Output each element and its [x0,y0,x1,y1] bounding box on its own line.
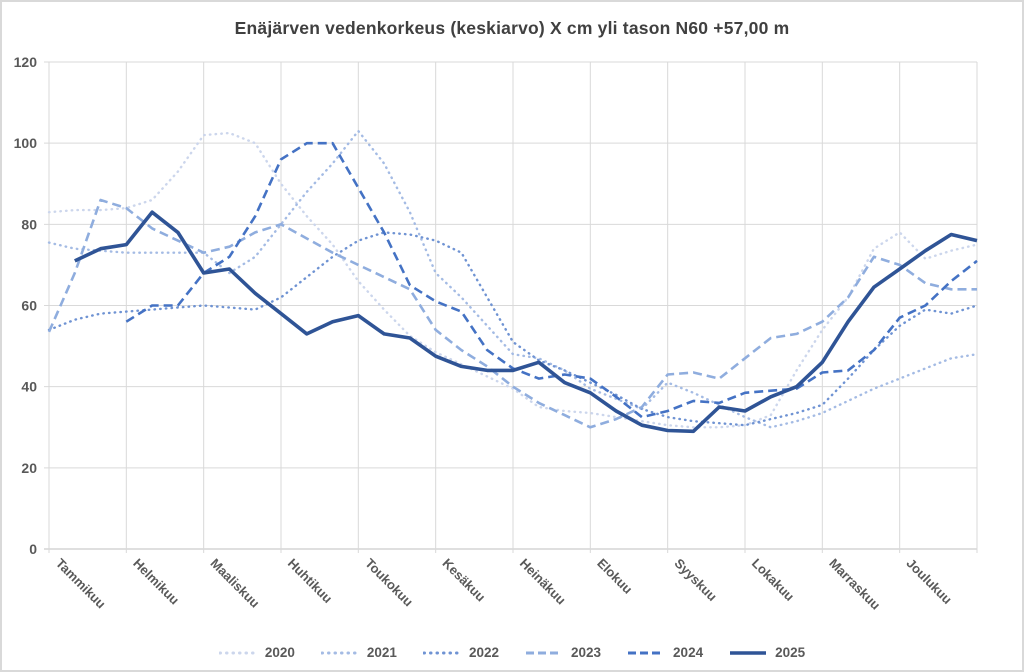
y-tick-label: 20 [21,460,37,476]
legend-line-sample-dashed [628,651,665,654]
x-tick-label: Tammikuu [53,556,109,612]
x-tick-label: Huhtikuu [285,556,335,606]
series-line-2024 [125,141,978,419]
series-line-2025 [74,210,978,434]
line-chart: 0 20 40 60 80 100 120 Tammikuu Helmikuu Maaliskuu… [14,54,979,613]
legend-label-2022: 2022 [468,645,499,660]
gridlines [44,61,978,553]
legend-label-2023: 2023 [571,645,602,660]
x-axis-labels: Tammikuu Helmikuu Maaliskuu Huhtikuu Toukoku… [53,556,955,613]
legend-line-sample-dotted [218,651,257,654]
y-tick-label: 100 [14,135,38,151]
y-tick-label: 60 [21,298,37,314]
legend-item-2021: 2021 [320,645,397,660]
legend-line-sample-solid [730,650,767,655]
series-line-2020 [47,131,979,429]
legend-line-sample-dashed [526,651,562,654]
x-tick-label: Joulukuu [904,556,956,608]
x-tick-label: Marraskuu [826,556,883,613]
x-tick-label: Helmikuu [130,556,182,608]
y-tick-label: 40 [21,379,37,395]
y-tick-label: 120 [14,54,38,70]
legend-line-sample-dotted [422,651,461,654]
y-axis-labels: 0 20 40 60 80 100 120 [14,54,38,557]
x-tick-label: Lokakuu [749,556,797,604]
series-line-2023 [47,198,977,429]
y-tick-label: 80 [21,216,37,232]
legend-label-2021: 2021 [366,645,397,660]
x-tick-label: Toukokuu [362,556,416,610]
legend-item-2024: 2024 [627,645,703,660]
legend-item-2022: 2022 [422,645,499,660]
chart-title: Enäjärven vedenkorkeus (keskiarvo) X cm … [234,18,790,38]
legend-item-2020: 2020 [218,645,295,660]
legend-item-2023: 2023 [525,645,601,660]
y-tick-label: 0 [29,541,37,557]
chart-legend: 2020 2021 2022 2023 2024 2025 [2,645,1022,660]
legend-line-sample-dotted [320,651,359,654]
legend-label-2024: 2024 [673,645,704,660]
x-tick-label: Heinäkuu [517,556,569,608]
x-tick-label: Elokuu [594,556,635,597]
x-tick-label: Maaliskuu [208,556,263,611]
x-tick-label: Kesäkuu [440,556,489,605]
legend-label-2020: 2020 [264,645,295,660]
legend-label-2025: 2025 [775,645,806,660]
x-tick-label: Syyskuu [672,556,720,604]
legend-item-2025: 2025 [729,645,805,660]
